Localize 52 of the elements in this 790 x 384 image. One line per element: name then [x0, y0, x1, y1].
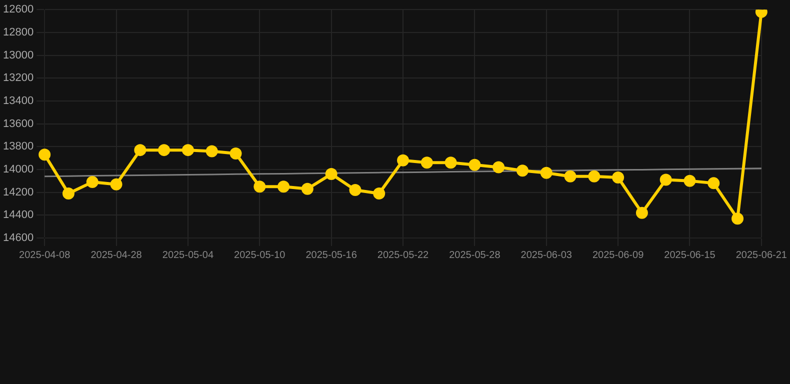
point: [373, 187, 386, 200]
y-tick-label: 14400: [2, 209, 34, 222]
y-tick-label: 13800: [2, 140, 34, 153]
point: [349, 184, 362, 196]
point: [732, 212, 744, 225]
point: [636, 206, 648, 219]
point: [278, 180, 290, 193]
y-tick-label: 12600: [2, 4, 34, 16]
point: [254, 180, 266, 193]
y-tick-label: 12800: [2, 26, 34, 38]
x-tick-label: 2025-06-03: [520, 250, 572, 261]
point: [206, 145, 218, 158]
y-tick-label: 13600: [2, 118, 34, 130]
point: [564, 170, 576, 182]
y-tick-label: 13400: [2, 94, 34, 107]
point: [708, 177, 720, 190]
x-tick-label: 2025-05-22: [377, 250, 430, 261]
x-tick-label: 2025-06-09: [592, 250, 644, 261]
point: [492, 161, 505, 174]
point: [62, 187, 74, 200]
point: [684, 174, 696, 187]
y-tick-label: 13200: [2, 72, 34, 84]
point: [182, 144, 194, 156]
y-tick-label: 14000: [2, 164, 34, 176]
y-tick-label: 13000: [2, 49, 34, 62]
x-tick-label: 2025-04-28: [90, 250, 142, 261]
point: [301, 182, 314, 195]
point: [516, 164, 528, 177]
point: [38, 148, 51, 161]
point: [110, 178, 122, 190]
x-tick-label: 2025-04-08: [19, 250, 71, 261]
x-tick-label: 2025-05-04: [162, 250, 214, 261]
point: [612, 171, 624, 184]
point: [468, 158, 481, 171]
point: [420, 156, 433, 169]
point: [325, 168, 338, 180]
x-tick-label: 2025-05-28: [449, 250, 501, 261]
point: [134, 144, 146, 156]
x-tick-label: 2025-05-16: [306, 250, 358, 261]
x-tick-label: 2025-06-21: [736, 250, 788, 261]
y-tick-label: 14200: [2, 186, 34, 198]
point: [158, 144, 170, 156]
point: [230, 147, 242, 160]
x-tick-label: 2025-05-10: [234, 250, 286, 261]
point: [588, 170, 600, 182]
x-tick-label: 2025-06-15: [664, 250, 716, 261]
point: [86, 176, 98, 188]
point: [660, 174, 672, 186]
point: [540, 166, 552, 179]
point: [397, 154, 410, 166]
y-tick-label: 14600: [2, 232, 34, 244]
point: [444, 156, 457, 169]
